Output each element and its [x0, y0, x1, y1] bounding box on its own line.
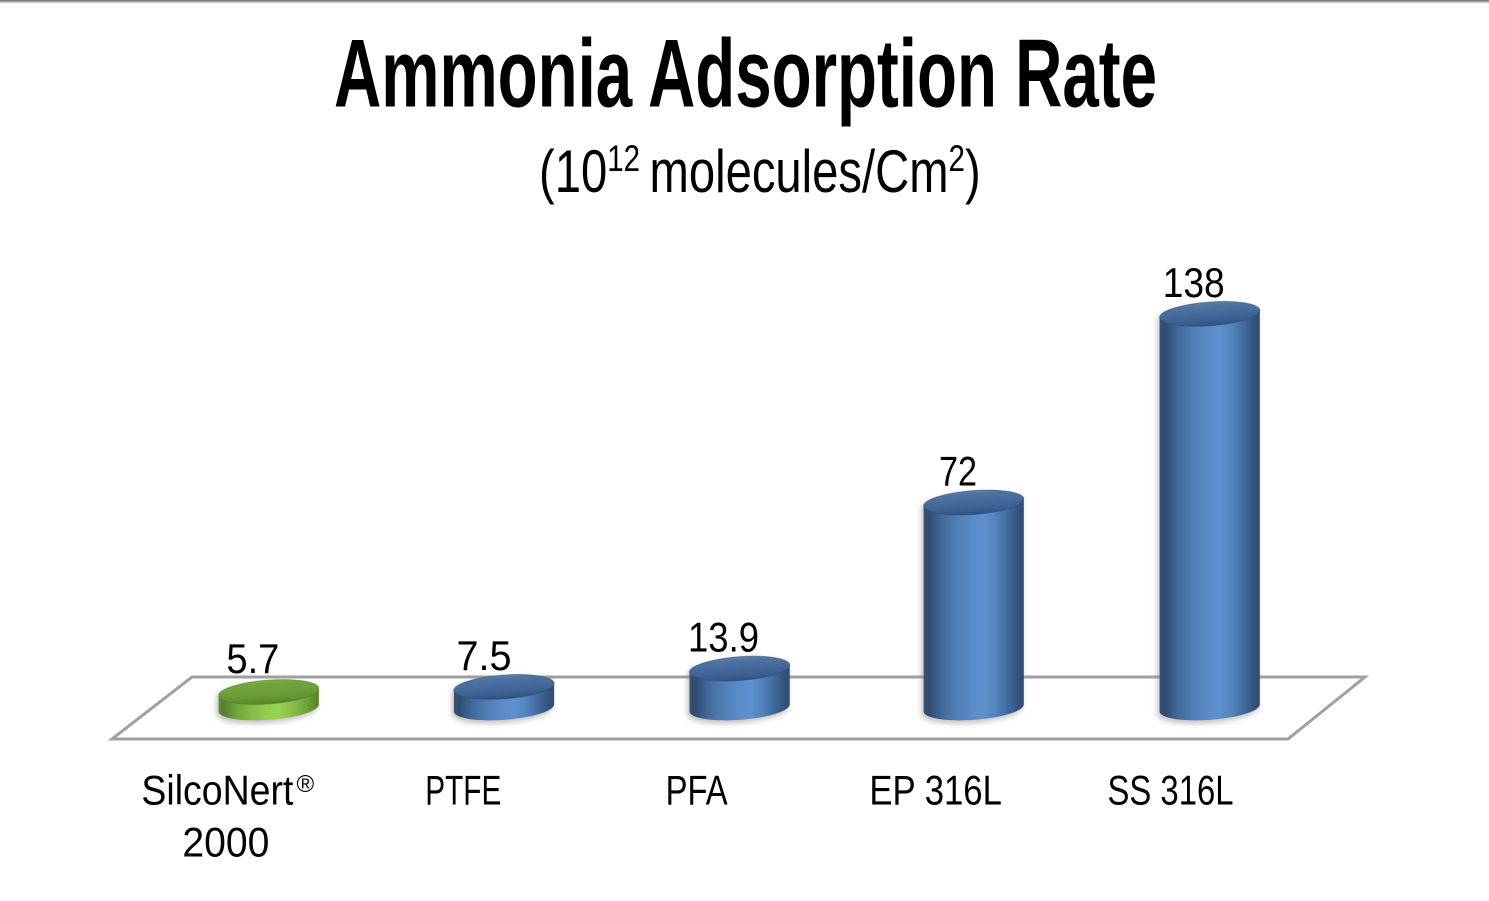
svg-text:Ammonia Adsorption Rate: Ammonia Adsorption Rate — [334, 21, 1157, 128]
svg-text:PTFE: PTFE — [425, 767, 501, 814]
svg-text:2000: 2000 — [182, 818, 269, 865]
svg-text:®: ® — [297, 771, 315, 798]
svg-text:5.7: 5.7 — [226, 635, 279, 682]
svg-text:PFA: PFA — [666, 767, 728, 814]
svg-text:(1012 molecules/Cm2): (1012 molecules/Cm2) — [539, 137, 981, 205]
svg-text:SS 316L: SS 316L — [1108, 767, 1234, 814]
svg-text:138: 138 — [1163, 259, 1225, 306]
svg-text:72: 72 — [939, 448, 977, 495]
svg-text:EP 316L: EP 316L — [869, 767, 1002, 814]
svg-text:SilcoNert: SilcoNert — [141, 767, 293, 814]
svg-text:13.9: 13.9 — [688, 613, 759, 660]
svg-text:7.5: 7.5 — [457, 632, 512, 679]
